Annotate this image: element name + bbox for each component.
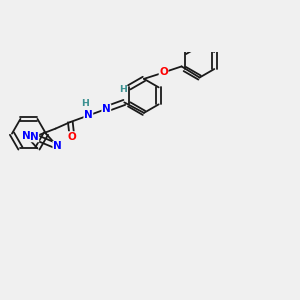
Text: N: N xyxy=(53,141,62,151)
Text: H: H xyxy=(81,99,89,108)
Text: O: O xyxy=(159,67,168,77)
Text: N: N xyxy=(102,104,111,114)
Text: H: H xyxy=(119,85,127,94)
Text: N: N xyxy=(22,131,30,141)
Text: N: N xyxy=(30,132,39,142)
Text: N: N xyxy=(84,110,93,121)
Text: O: O xyxy=(68,132,76,142)
